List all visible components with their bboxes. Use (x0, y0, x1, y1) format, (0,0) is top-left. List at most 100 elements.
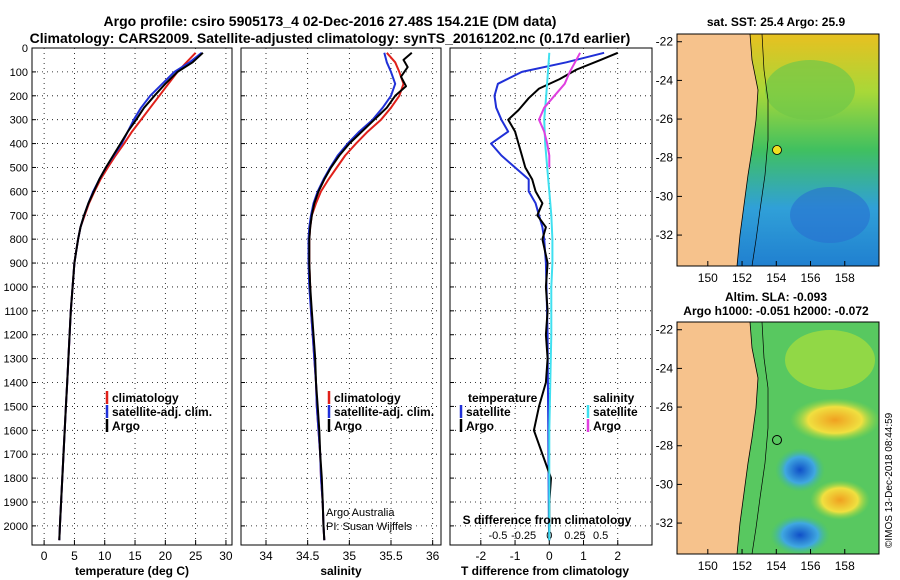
legend-text-s-argo: Argo (593, 419, 621, 433)
depth-tick-label: 1400 (4, 378, 28, 390)
lon-tick-label: 154 (766, 559, 786, 573)
depth-tick-label: 1600 (4, 425, 28, 437)
sla-isobath (751, 321, 769, 555)
x-tick-label: 35 (343, 549, 357, 563)
depth-tick-label: 1800 (4, 473, 28, 485)
depth-tick-label: 200 (10, 91, 28, 103)
legend-title-salinity: salinity (593, 391, 635, 405)
legend-text-satellite: satellite-adj. clim. (334, 405, 434, 419)
sla-cold-eddy-2 (770, 515, 830, 555)
lat-tick-label: -24 (656, 73, 674, 87)
difference-x-ticks: -2 -1 0 1 2 (475, 549, 621, 563)
sla-cold-eddy-1 (775, 448, 825, 492)
s-diff-tick-label: -0.25 (511, 530, 536, 542)
lon-tick-label: 158 (835, 559, 855, 573)
legend-text-climatology: climatology (112, 391, 179, 405)
imos-stamp: ©IMOS 13-Dec-2018 08:44:59 (884, 412, 895, 548)
sla-map (676, 321, 880, 555)
x-tick-label: 5 (71, 549, 78, 563)
x-tick-label: 34 (259, 549, 273, 563)
sla-map-frame (676, 321, 880, 555)
depth-tick-label: 1100 (4, 306, 28, 318)
depth-tick-label: 100 (10, 67, 28, 79)
depth-tick-label: 1500 (4, 401, 28, 413)
lat-tick-label: -26 (656, 400, 674, 414)
depth-tick-label: 900 (10, 258, 28, 270)
depth-tick-label: 800 (10, 234, 28, 246)
series-line-argo (58, 52, 204, 541)
sst-map-frame (676, 33, 880, 267)
salinity-x-ticks: 34 34.5 35 35.5 36 (259, 549, 439, 563)
x-tick-label: 20 (159, 549, 173, 563)
x-tick-label: 30 (219, 549, 233, 563)
sst-patch-warm (765, 60, 855, 120)
credit-line1: Argo Australia (326, 507, 395, 519)
series-line-argo (308, 52, 413, 541)
depth-tick-label: 500 (10, 162, 28, 174)
salinity-series (307, 52, 413, 541)
legend-text-argo: Argo (334, 419, 362, 433)
x-tick-label: 36 (426, 549, 440, 563)
lon-tick-label: 156 (801, 559, 821, 573)
salinity-difference-label: S difference from climatology (463, 513, 632, 527)
lon-tick-label: 152 (732, 559, 752, 573)
depth-tick-label: 300 (10, 115, 28, 127)
x-tick-label: 2 (614, 549, 621, 563)
depth-tick-label: 0 (22, 43, 28, 55)
sla-warm-eddy-2 (810, 480, 870, 520)
depth-tick-label: 2000 (4, 521, 28, 533)
figure-title-line1: Argo profile: csiro 5905173_4 02-Dec-201… (104, 13, 557, 29)
sla-warm-eddy-1 (790, 398, 880, 442)
lat-tick-label: -26 (656, 112, 674, 126)
depth-tick-label: 600 (10, 186, 28, 198)
lon-tick-label: 158 (835, 271, 855, 285)
depth-tick-label: 1300 (4, 354, 28, 366)
series-line-satellite-adj-clim- (58, 52, 203, 541)
lat-tick-label: -28 (656, 439, 674, 453)
salinity-difference-ticks: -0.5 -0.25 0 0.25 0.5 (488, 530, 608, 542)
lat-tick-label: -28 (656, 151, 674, 165)
lat-tick-label: -30 (656, 477, 674, 491)
sla-map-title1: Altim. SLA: -0.093 (725, 290, 827, 304)
sst-isobath (751, 33, 769, 267)
depth-axis-labels: 0 100 200 300 400 500 600 700 800 900 1000 1100 1200… (4, 43, 28, 533)
x-tick-label: -1 (510, 549, 521, 563)
temperature-grid (32, 47, 232, 545)
sst-map-lat-ticks: -22 -24 -26 -28 -30 -32 (656, 35, 682, 242)
salinity-panel-frame (240, 47, 442, 546)
argo-position-marker (772, 435, 782, 445)
difference-series (490, 51, 619, 541)
sla-patch-1 (785, 330, 875, 390)
salinity-axis-label: salinity (320, 564, 362, 578)
s-diff-tick-label: 0.25 (564, 530, 585, 542)
temperature-axis-label: temperature (deg C) (75, 564, 189, 578)
x-tick-label: 1 (580, 549, 587, 563)
x-tick-label: 10 (98, 549, 112, 563)
lon-tick-label: 156 (801, 271, 821, 285)
lon-tick-label: 150 (698, 559, 718, 573)
lon-tick-label: 154 (766, 271, 786, 285)
depth-tick-label: 700 (10, 210, 28, 222)
legend-text-argo: Argo (112, 419, 140, 433)
x-tick-label: 25 (189, 549, 203, 563)
sst-patch-cool (790, 187, 870, 243)
series-line-climatology (58, 52, 197, 541)
x-tick-label: 0 (41, 549, 48, 563)
figure-title-line2: Climatology: CARS2009. Satellite-adjuste… (30, 30, 631, 46)
depth-tick-label: 400 (10, 139, 28, 151)
sst-map-lon-ticks: 150 152 154 156 158 (698, 261, 855, 285)
sla-map-title2: Argo h1000: -0.051 h2000: -0.072 (683, 304, 869, 318)
x-tick-label: 34.5 (296, 549, 320, 563)
depth-tick-label: 1200 (4, 330, 28, 342)
s-diff-tick-label: -0.5 (488, 530, 507, 542)
depth-tick-label: 1700 (4, 449, 28, 461)
series-line-salinity-argo (538, 52, 581, 168)
lat-tick-label: -30 (656, 189, 674, 203)
series-line-temperature-argo (507, 51, 619, 541)
difference-axis-label: T difference from climatology (461, 564, 629, 578)
depth-tick-label: 1000 (4, 282, 28, 294)
difference-legend: temperature satellite Argo salinity sate… (459, 391, 638, 433)
s-diff-tick-label: 0.5 (593, 530, 608, 542)
argo-position-marker (772, 145, 782, 155)
